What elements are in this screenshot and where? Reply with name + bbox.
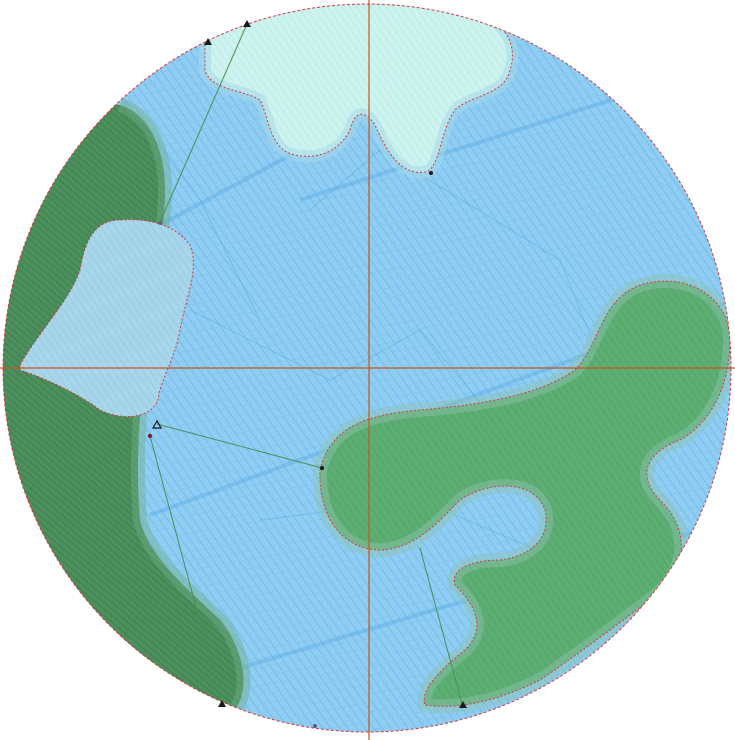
dot-marker-icon bbox=[320, 466, 324, 470]
dot-marker-icon bbox=[147, 433, 153, 439]
dot-marker-icon bbox=[158, 221, 162, 225]
dot-marker-icon bbox=[429, 171, 433, 175]
triangle-marker-icon bbox=[243, 20, 251, 27]
globe-outline bbox=[2, 3, 732, 733]
markers bbox=[147, 20, 467, 728]
triangle-marker-icon bbox=[459, 701, 467, 708]
track-lines bbox=[149, 23, 463, 705]
light-land-patch bbox=[19, 219, 194, 418]
dot-marker-icon bbox=[313, 724, 317, 728]
triangle-marker-icon bbox=[218, 700, 226, 707]
ice-cap bbox=[199, 4, 519, 179]
triangle-marker-icon bbox=[151, 419, 163, 429]
right-continent bbox=[312, 274, 731, 714]
triangle-marker-icon bbox=[204, 38, 212, 45]
